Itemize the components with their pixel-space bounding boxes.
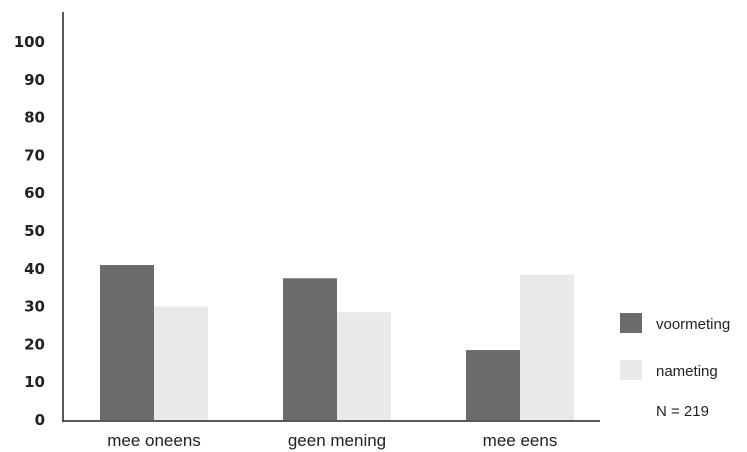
y-tick-label: 90	[24, 71, 45, 89]
y-tick-label: 40	[24, 260, 45, 278]
bar-nameting-0	[154, 306, 208, 420]
y-tick-label: 60	[24, 184, 45, 202]
sample-size-annotation: N = 219	[656, 403, 709, 420]
y-tick-label: 80	[24, 109, 45, 127]
y-tick-label: 100	[14, 33, 45, 51]
bar-nameting-1	[337, 312, 391, 420]
bars	[100, 265, 574, 420]
legend-label-voormeting: voormeting	[656, 316, 730, 333]
y-tick-label: 0	[35, 411, 45, 429]
legend-swatch-voormeting	[620, 313, 642, 333]
x-tick-labels: mee oneens geen mening mee eens	[107, 431, 557, 450]
y-tick-label: 20	[24, 335, 45, 353]
x-tick-label: mee eens	[483, 431, 558, 450]
y-tick-label: 10	[24, 373, 45, 391]
legend-swatch-nameting	[620, 360, 642, 380]
y-tick-label: 70	[24, 146, 45, 164]
y-tick-label: 50	[24, 222, 45, 240]
bar-voormeting-0	[100, 265, 154, 420]
y-tick-labels: 0 10 20 30 40 50 60 70 80 90 100	[14, 33, 45, 429]
y-tick-label: 30	[24, 298, 45, 316]
bar-voormeting-2	[466, 350, 520, 420]
legend-label-nameting: nameting	[656, 363, 718, 380]
bar-voormeting-1	[283, 278, 337, 420]
legend: voormeting nameting	[620, 313, 730, 380]
x-tick-label: mee oneens	[107, 431, 201, 450]
bar-nameting-2	[520, 274, 574, 420]
x-tick-label: geen mening	[288, 431, 386, 450]
